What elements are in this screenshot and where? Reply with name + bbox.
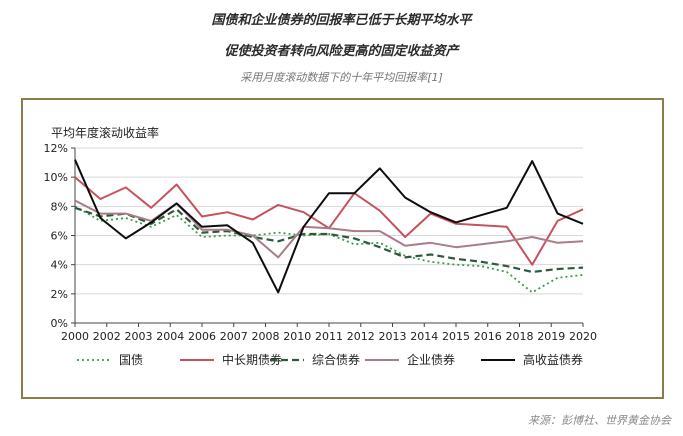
legend-label-4: 企业债券 — [407, 352, 455, 367]
chart-title-line-2: 促使投资者转向风险更高的固定收益资产 — [224, 44, 459, 59]
x-tick-label: 2006 — [188, 330, 216, 343]
series-line-1 — [74, 205, 584, 294]
series-line-4 — [74, 199, 584, 259]
y-tick-label: 4% — [51, 259, 68, 272]
x-tick-label: 2012 — [347, 330, 375, 343]
legend-label-3: 综合债券 — [312, 352, 360, 367]
x-tick-label: 2011 — [315, 330, 343, 343]
x-tick-label: 2003 — [125, 330, 153, 343]
x-tick-label: 2004 — [156, 330, 184, 343]
series-line-5 — [74, 159, 584, 294]
x-tick-label: 2020 — [569, 330, 597, 343]
x-tick-label: 2014 — [410, 330, 438, 343]
x-tick-label: 2000 — [61, 330, 89, 343]
y-tick-label: 0% — [51, 317, 68, 330]
legend-label-5: 高收益债券 — [523, 352, 583, 367]
y-tick-label: 6% — [51, 230, 68, 243]
chart-frame: 平均年度滚动收益率 0% 2% 4% 6% 8% 10% 12% 2000 2002 2003 20… — [21, 98, 664, 399]
x-tick-label: 2013 — [379, 330, 407, 343]
x-tick-label: 2002 — [93, 330, 121, 343]
y-tick-label: 12% — [44, 142, 68, 155]
x-tick-label: 2015 — [442, 330, 470, 343]
chart-title-line-1: 国债和企业债券的回报率已低于长期平均水平 — [211, 13, 472, 28]
line-chart: 平均年度滚动收益率 0%2%4%6%8%10%12%2000 2002 2003 20… — [44, 125, 597, 367]
x-tick-label: 2007 — [220, 330, 248, 343]
source-note: 来源：彭博社、世界黄金协会 — [528, 414, 671, 427]
legend-label-1: 国债 — [119, 353, 143, 367]
x-tick-label: 2016 — [474, 330, 502, 343]
y-tick-label: 8% — [51, 200, 68, 213]
chart-subtitle: 采用月度滚动数据下的十年平均回报率[1] — [240, 71, 443, 84]
y-tick-label: 10% — [44, 171, 68, 184]
legend-label-2: 中长期债券 — [222, 352, 282, 367]
x-tick-label: 2018 — [506, 330, 534, 343]
y-axis-label: 平均年度滚动收益率 — [51, 125, 159, 140]
series-line-3 — [74, 206, 584, 274]
x-tick-label: 2008 — [252, 330, 280, 343]
y-tick-label: 2% — [51, 288, 68, 301]
x-tick-label: 2019 — [537, 330, 565, 343]
x-tick-label: 2010 — [283, 330, 311, 343]
